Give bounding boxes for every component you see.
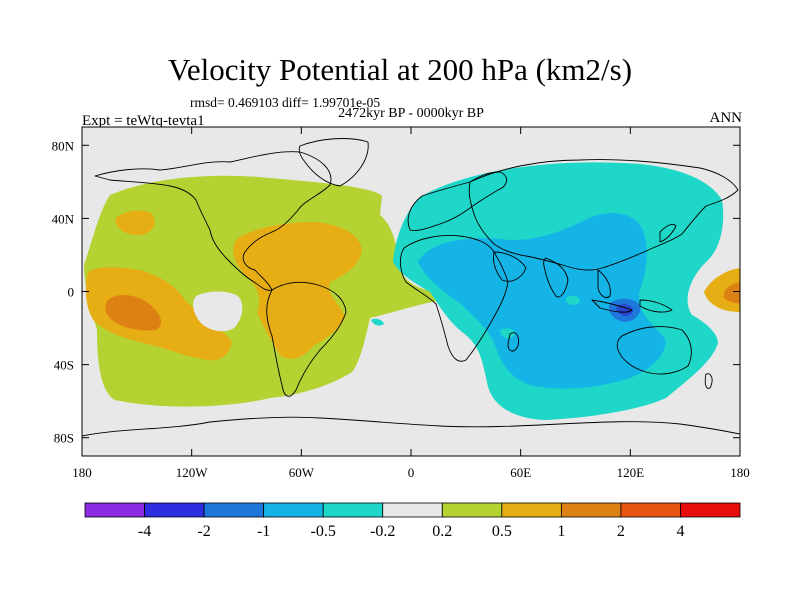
colorbar-label: -0.2 <box>370 523 395 540</box>
y-tick-label: 0 <box>68 285 75 300</box>
colorbar-label: -4 <box>138 523 151 540</box>
x-tick-label: 120E <box>617 465 645 480</box>
teal-patch-indian <box>500 328 515 338</box>
colorbar-label: 1 <box>557 523 565 540</box>
y-tick-label: 80S <box>54 431 74 446</box>
positive-region-orange-america <box>233 222 362 359</box>
plot-title: Velocity Potential at 200 hPa (km2/s) <box>167 52 633 87</box>
positive-island-indian-ocean <box>566 295 580 305</box>
positive-region-orange-core-dateline <box>723 282 740 304</box>
stats-line: rmsd= 0.469103 diff= 1.99701e-05 <box>190 95 381 110</box>
period-label: 2472kyr BP - 0000kyr BP <box>338 106 484 121</box>
colorbar-label: 4 <box>676 523 684 540</box>
colorbar-swatch <box>441 502 503 518</box>
colorbar: -4 -2 -1 -0.5 -0.2 0.2 0.5 1 2 4 <box>84 502 741 540</box>
positive-region-orange-core-pacific <box>105 294 162 331</box>
y-tick-label: 40S <box>54 358 74 373</box>
colorbar-swatch <box>144 502 205 518</box>
negative-region-cyan <box>418 213 666 389</box>
y-tick-label: 40N <box>52 211 75 226</box>
colorbar-swatch <box>84 502 145 518</box>
colorbar-label: -2 <box>197 523 210 540</box>
y-tick-label: 80N <box>52 138 75 153</box>
x-tick-label: 0 <box>408 465 415 480</box>
colorbar-swatch <box>203 502 265 518</box>
x-tick-label: 180 <box>72 465 92 480</box>
x-tick-label: 180 <box>730 465 750 480</box>
positive-region-orange-pacific <box>85 267 232 361</box>
x-tick-label: 120W <box>176 465 209 480</box>
colorbar-swatch <box>322 502 384 518</box>
negative-region-blue-core <box>616 304 633 317</box>
near-zero-region-pacific <box>193 291 243 332</box>
contour-fills <box>82 138 740 437</box>
axis-ticks <box>81 127 741 456</box>
colorbar-swatch <box>680 502 741 518</box>
negative-region-small <box>371 318 384 326</box>
positive-region-orange-north-pacific <box>115 210 155 236</box>
x-tick-label: 60W <box>289 465 315 480</box>
colorbar-swatch <box>263 502 324 518</box>
axis-tick-labels: 180 120W 60W 0 60E 120E 180 80N 40N 0 40S 80S <box>52 138 750 480</box>
colorbar-label: -1 <box>257 523 270 540</box>
colorbar-swatch <box>501 502 562 518</box>
experiment-label: Expt = teWtq-tevta1 <box>82 113 205 129</box>
season-label: ANN <box>709 110 743 126</box>
colorbar-swatch <box>382 502 443 518</box>
colorbar-label: 0.5 <box>492 523 512 540</box>
colorbar-label: -0.5 <box>311 523 336 540</box>
coastlines <box>82 138 740 437</box>
colorbar-label: 2 <box>617 523 625 540</box>
colorbar-swatch <box>560 502 622 518</box>
x-tick-label: 60E <box>510 465 531 480</box>
colorbar-swatch <box>620 502 681 518</box>
colorbar-label: 0.2 <box>432 523 452 540</box>
